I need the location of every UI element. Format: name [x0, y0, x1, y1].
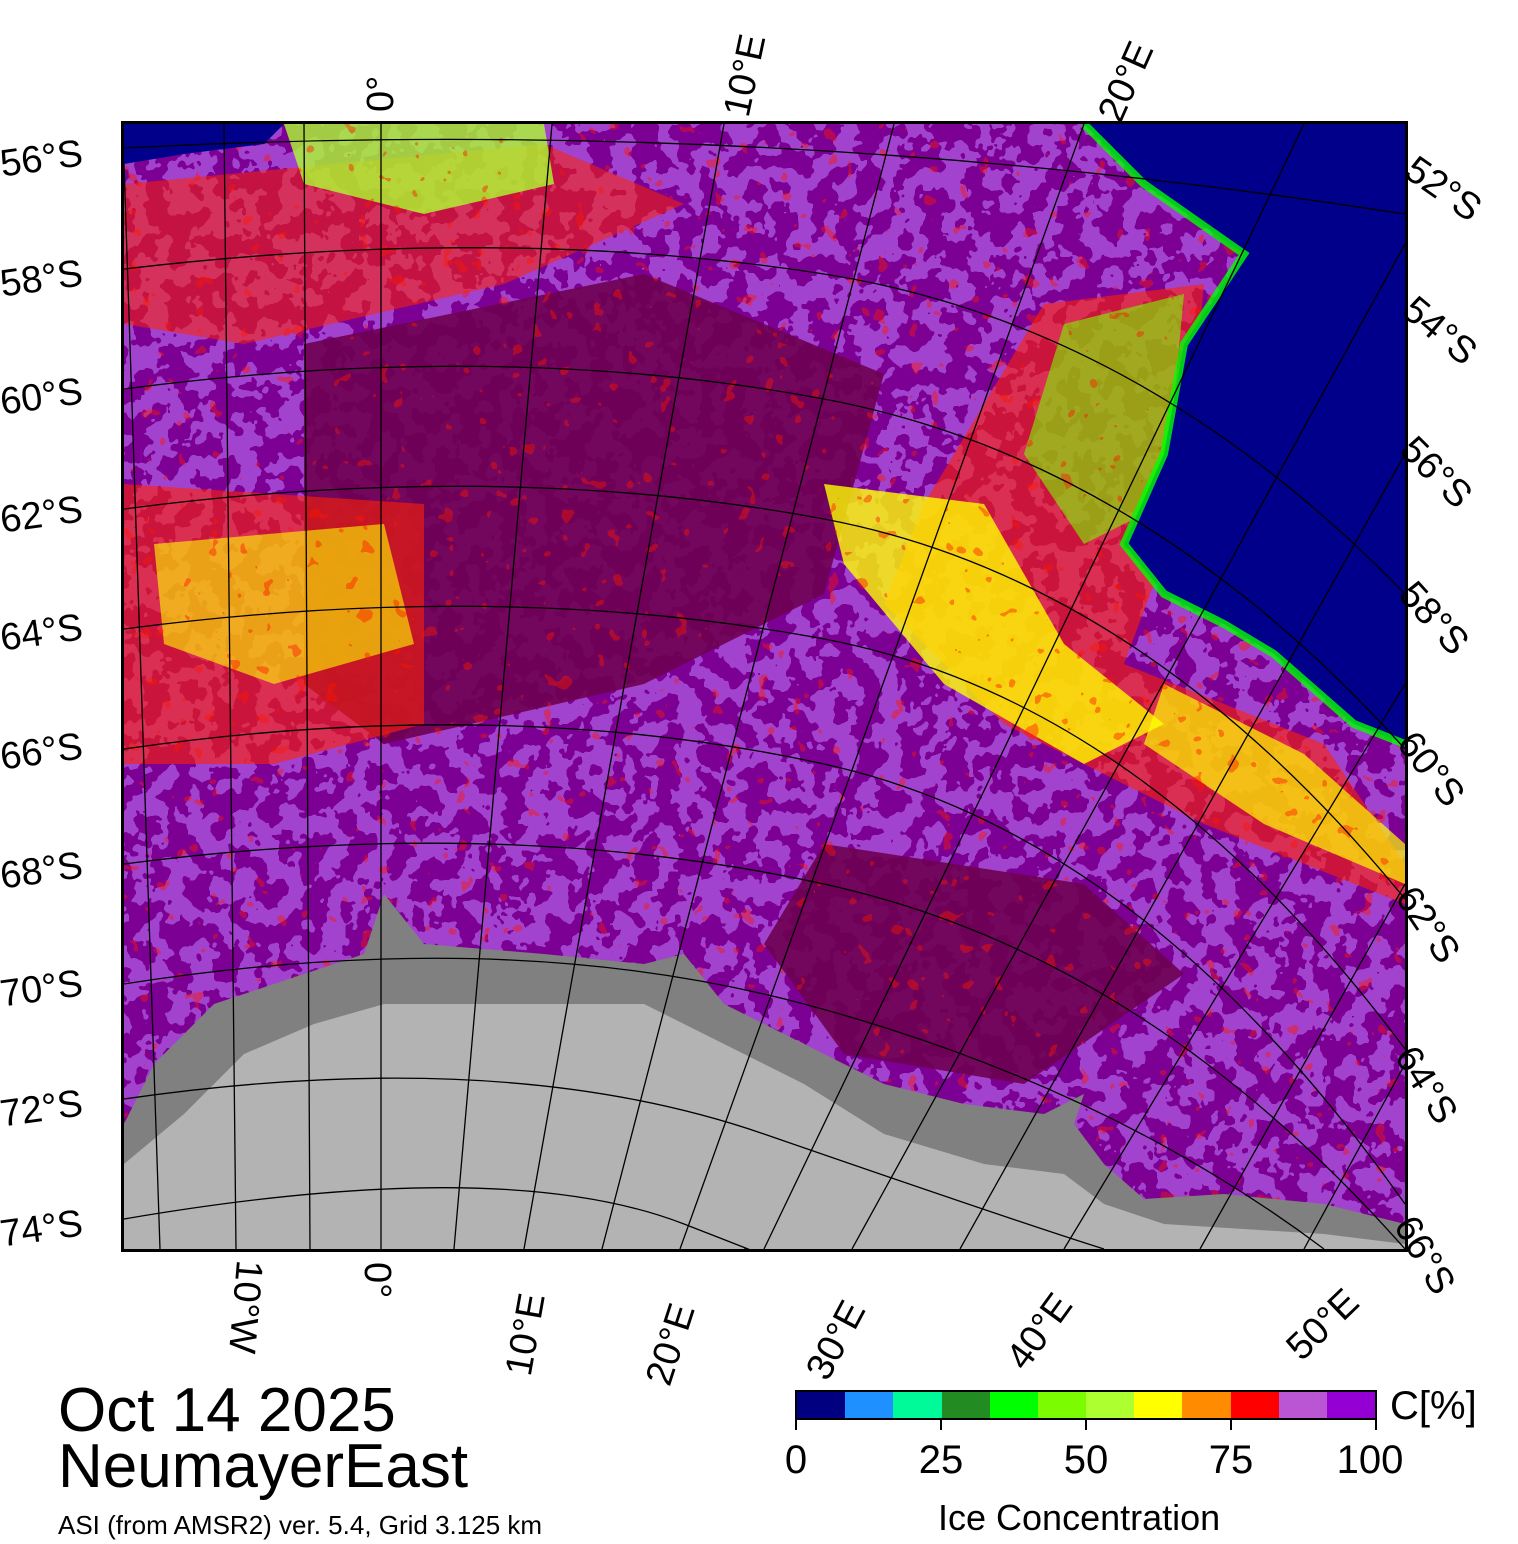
colorbar-title: Ice Concentration — [938, 1497, 1221, 1538]
colorbar-tick-label: 100 — [1336, 1438, 1404, 1482]
lat-label: 56°S — [0, 132, 86, 186]
graticule-latitudes — [124, 138, 1405, 1249]
colorbar-tick-label: 50 — [1063, 1438, 1109, 1482]
colorbar-tick — [1230, 1420, 1232, 1430]
colorbar-swatch — [1086, 1392, 1135, 1418]
data-source: ASI (from AMSR2) ver. 5.4, Grid 3.125 km — [58, 1510, 543, 1540]
ice-edge-green — [1081, 124, 1405, 748]
colorbar-swatch — [1230, 1392, 1279, 1418]
colorbar-tick — [1085, 1420, 1087, 1430]
colorbar-swatch — [893, 1392, 942, 1418]
lat-label: 68°S — [0, 844, 86, 898]
colorbar-swatch — [1037, 1392, 1087, 1418]
lon-label: 50°E — [1278, 1281, 1368, 1369]
lon-label: 30°E — [798, 1293, 875, 1387]
lon-label: 20°E — [638, 1298, 704, 1391]
graticule-meridians — [124, 124, 1405, 1249]
lon-label: 40°E — [998, 1285, 1082, 1378]
region-name: NeumayerEast — [58, 1432, 469, 1501]
sea-ice-map — [124, 124, 1405, 1249]
colorbar — [795, 1390, 1377, 1420]
lon-label: 0° — [356, 1262, 398, 1299]
colorbar-swatch — [1326, 1392, 1376, 1418]
colorbar-tick-label: 25 — [918, 1438, 964, 1482]
colorbar-tick-label: 75 — [1208, 1438, 1254, 1482]
colorbar-swatch — [845, 1392, 894, 1418]
lat-label: 60°S — [0, 370, 86, 424]
lon-label: 10°E — [498, 1290, 554, 1379]
lat-label: 66°S — [1385, 1209, 1464, 1302]
colorbar-swatch — [1278, 1392, 1327, 1418]
colorbar-swatch — [1182, 1392, 1231, 1418]
colorbar-tick-label: 0 — [784, 1438, 808, 1482]
lat-label: 70°S — [0, 962, 86, 1016]
map-panel — [121, 121, 1408, 1252]
lon-label: 20°E — [1090, 35, 1163, 129]
colorbar-swatch — [1134, 1392, 1183, 1418]
colorbar-swatch — [989, 1392, 1038, 1418]
lat-label: 54°S — [1394, 288, 1485, 374]
colorbar-tick — [1375, 1420, 1377, 1430]
colorbar-swatch — [941, 1392, 990, 1418]
lat-label: 74°S — [0, 1202, 86, 1256]
map-date: Oct 14 2025 — [58, 1376, 396, 1445]
lat-label: 72°S — [0, 1082, 86, 1136]
lon-label: 10°W — [220, 1258, 270, 1356]
colorbar-tick — [940, 1420, 942, 1430]
lat-label: 66°S — [0, 725, 86, 779]
lon-label: 10°E — [716, 30, 775, 121]
lat-label: 64°S — [0, 606, 86, 660]
colorbar-tick — [795, 1420, 797, 1430]
colorbar-unit: C[%] — [1390, 1384, 1477, 1428]
colorbar-swatch — [797, 1392, 846, 1418]
lat-label: 62°S — [0, 488, 86, 542]
lon-label: 0° — [360, 75, 402, 112]
lat-label: 58°S — [0, 252, 86, 306]
lat-label: 52°S — [1397, 148, 1489, 231]
